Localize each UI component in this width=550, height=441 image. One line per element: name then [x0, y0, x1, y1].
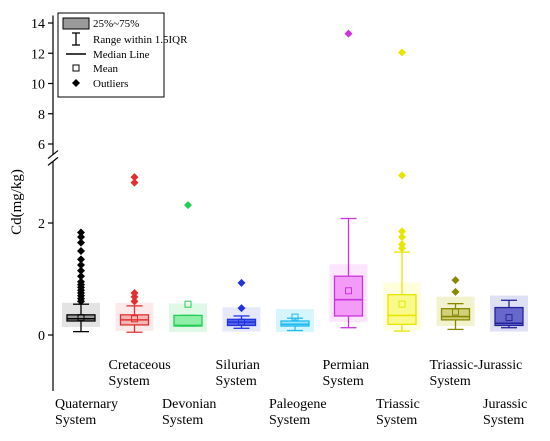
box-iqr — [494, 306, 524, 327]
outlier-point — [130, 178, 139, 187]
legend-whisker-symbol — [72, 32, 80, 46]
box-group — [490, 295, 528, 332]
outlier-point — [344, 29, 353, 38]
box-iqr — [66, 314, 96, 322]
box-group — [383, 48, 421, 332]
outlier-point — [77, 277, 85, 286]
category-label: Paleogene — [269, 397, 327, 412]
category-label: Devonian — [162, 397, 216, 412]
category-label: System — [216, 374, 257, 389]
category-label: System — [55, 413, 96, 428]
legend-outlier-symbol — [72, 79, 80, 87]
outlier-point — [130, 297, 139, 306]
mean-marker — [131, 315, 138, 323]
outlier-point — [77, 228, 85, 237]
outlier-point — [77, 255, 85, 264]
box-group — [115, 173, 154, 333]
outlier-point — [237, 278, 246, 287]
y-axis-label: Cd(mg/kg) — [9, 169, 25, 235]
box-group — [329, 29, 368, 329]
legend-box-symbol — [62, 17, 90, 30]
category-label: System — [162, 413, 203, 428]
legend-label: Outliers — [93, 78, 128, 90]
y-tick-label: 8 — [38, 108, 45, 123]
box-iqr — [333, 275, 364, 317]
category-label: System — [430, 374, 471, 389]
outlier-point — [77, 233, 85, 241]
y-tick-label: 14 — [31, 17, 45, 32]
mean-marker — [505, 314, 513, 322]
outlier-point — [398, 171, 406, 180]
outlier-point — [130, 289, 139, 297]
y-tick-label: 10 — [31, 78, 45, 93]
outlier-point — [77, 238, 85, 247]
outlier-point — [237, 304, 246, 313]
y-tick-label: 0 — [38, 329, 45, 344]
y-tick-label: 6 — [38, 138, 45, 153]
box-iqr — [440, 308, 471, 321]
category-label: Cretaceous — [109, 358, 171, 373]
mean-marker — [291, 313, 299, 321]
legend-mean-symbol — [72, 64, 80, 72]
legend-label: Median Line — [93, 49, 150, 61]
category-label: System — [269, 413, 310, 428]
y-tick-label: 2 — [38, 217, 45, 232]
category-label: Jurassic — [483, 397, 527, 412]
legend-label: Range within 1.5IQR — [93, 34, 188, 46]
box-group — [169, 201, 207, 333]
outlier-point — [77, 266, 85, 275]
category-label: Quaternary — [55, 397, 118, 412]
outlier-point — [398, 240, 406, 249]
category-label: Permian — [323, 358, 370, 373]
box-iqr — [280, 320, 310, 327]
outlier-point — [130, 173, 139, 182]
outlier-point — [398, 48, 406, 57]
category-label: Triassic — [376, 397, 420, 412]
outlier-point — [77, 261, 85, 269]
axis-break-mark — [47, 156, 59, 166]
axis-break-mark — [47, 150, 59, 160]
mean-marker — [452, 308, 459, 316]
category-label: System — [323, 374, 364, 389]
outlier-point — [398, 227, 406, 236]
y-tick-label: 12 — [31, 47, 45, 62]
box-group — [62, 228, 100, 333]
outlier-point — [451, 276, 460, 285]
mean-marker — [184, 300, 192, 308]
box-group — [436, 276, 475, 331]
category-label: Triassic-Jurassic — [430, 358, 523, 373]
legend-label: 25%~75% — [93, 18, 139, 30]
category-label: System — [376, 413, 417, 428]
outlier-point — [77, 247, 85, 255]
plot-area — [62, 29, 528, 333]
category-label: System — [483, 413, 524, 428]
legend: 25%~75% Range within 1.5IQR Median Line … — [57, 12, 188, 98]
outlier-point — [398, 233, 406, 241]
box-group — [222, 278, 261, 332]
outlier-point — [451, 287, 460, 296]
outlier-point — [184, 201, 192, 210]
mean-marker — [238, 318, 245, 326]
mean-marker — [398, 300, 406, 308]
category-label: System — [109, 374, 150, 389]
category-label: Silurian — [216, 358, 260, 373]
mean-marker — [77, 314, 85, 322]
y-axis: 6 8 10 12 14 0 2 — [31, 15, 59, 391]
mean-marker — [345, 287, 352, 295]
box-group — [276, 309, 314, 333]
outlier-point — [77, 272, 85, 281]
box-iqr — [387, 294, 417, 326]
legend-label: Mean — [93, 63, 119, 75]
category-labels: QuaternarySystemCretaceousSystemDevonian… — [55, 358, 527, 428]
box-iqr — [173, 314, 203, 327]
